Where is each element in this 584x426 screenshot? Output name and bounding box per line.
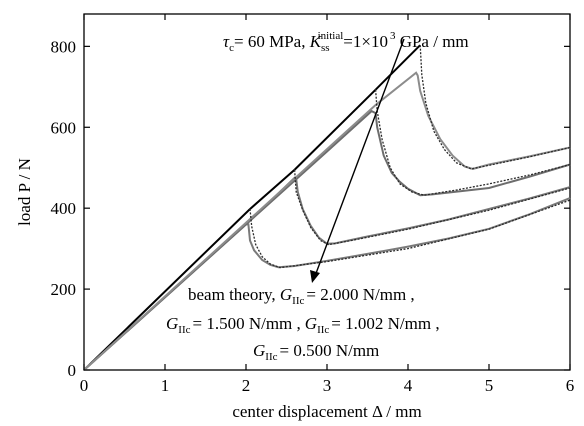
series-giic-2-000-dark-line (419, 45, 571, 170)
series-giic-1-500-line (83, 109, 571, 371)
y-tick-label: 200 (51, 280, 77, 299)
x-tick-label: 1 (161, 376, 170, 395)
y-tick-label: 600 (51, 118, 77, 137)
x-tick-label: 4 (404, 376, 413, 395)
y-axis-title: load P / N (15, 158, 34, 226)
annotation-bottom-line1: beam theory, GIIc = 2.000 N/mm , (188, 285, 415, 307)
series-layer (83, 44, 571, 371)
y-tick-label: 800 (51, 37, 77, 56)
series-beam-theory-segment (249, 168, 296, 210)
x-tick-label: 6 (566, 376, 575, 395)
tick-layer: 0 1 2 3 4 5 6 0 200 400 600 800 (51, 14, 575, 395)
arrow-head (310, 270, 320, 283)
series-giic-1-500-dark-line (374, 89, 571, 196)
series-giic-1-002-dark-line (293, 169, 571, 246)
y-tick-label: 400 (51, 199, 77, 218)
x-tick-label: 0 (80, 376, 89, 395)
annotation-bottom-line2: GIIc = 1.500 N/mm , GIIc = 1.002 N/mm , (166, 314, 440, 336)
plot-area: 0 1 2 3 4 5 6 0 200 400 600 800 (51, 13, 575, 395)
arrow-shaft (314, 38, 405, 277)
x-tick-label: 2 (242, 376, 251, 395)
series-beam-theory-segment (374, 44, 421, 91)
annotation-bottom-line3: GIIc = 0.500 N/mm (253, 341, 379, 363)
x-axis-title: center displacement Δ / mm (232, 402, 421, 421)
series-beam-theory-segment (83, 208, 251, 371)
series-beam-theory-segment (293, 88, 377, 171)
annotation-top-text: τc= 60 MPa, Kssinitial=1×10 3 GPa / mm (223, 30, 469, 54)
annotation-arrow (310, 38, 405, 283)
x-tick-label: 5 (485, 376, 494, 395)
annotation-bottom: beam theory, GIIc = 2.000 N/mm , GIIc = 1.… (166, 285, 440, 363)
x-tick-label: 3 (323, 376, 332, 395)
annotation-top: τc= 60 MPa, Kssinitial=1×10 3 GPa / mm (223, 30, 469, 54)
series-giic-0-500-dark-line (249, 199, 571, 269)
axis-frame (83, 13, 571, 371)
y-tick-label: 0 (68, 361, 77, 380)
